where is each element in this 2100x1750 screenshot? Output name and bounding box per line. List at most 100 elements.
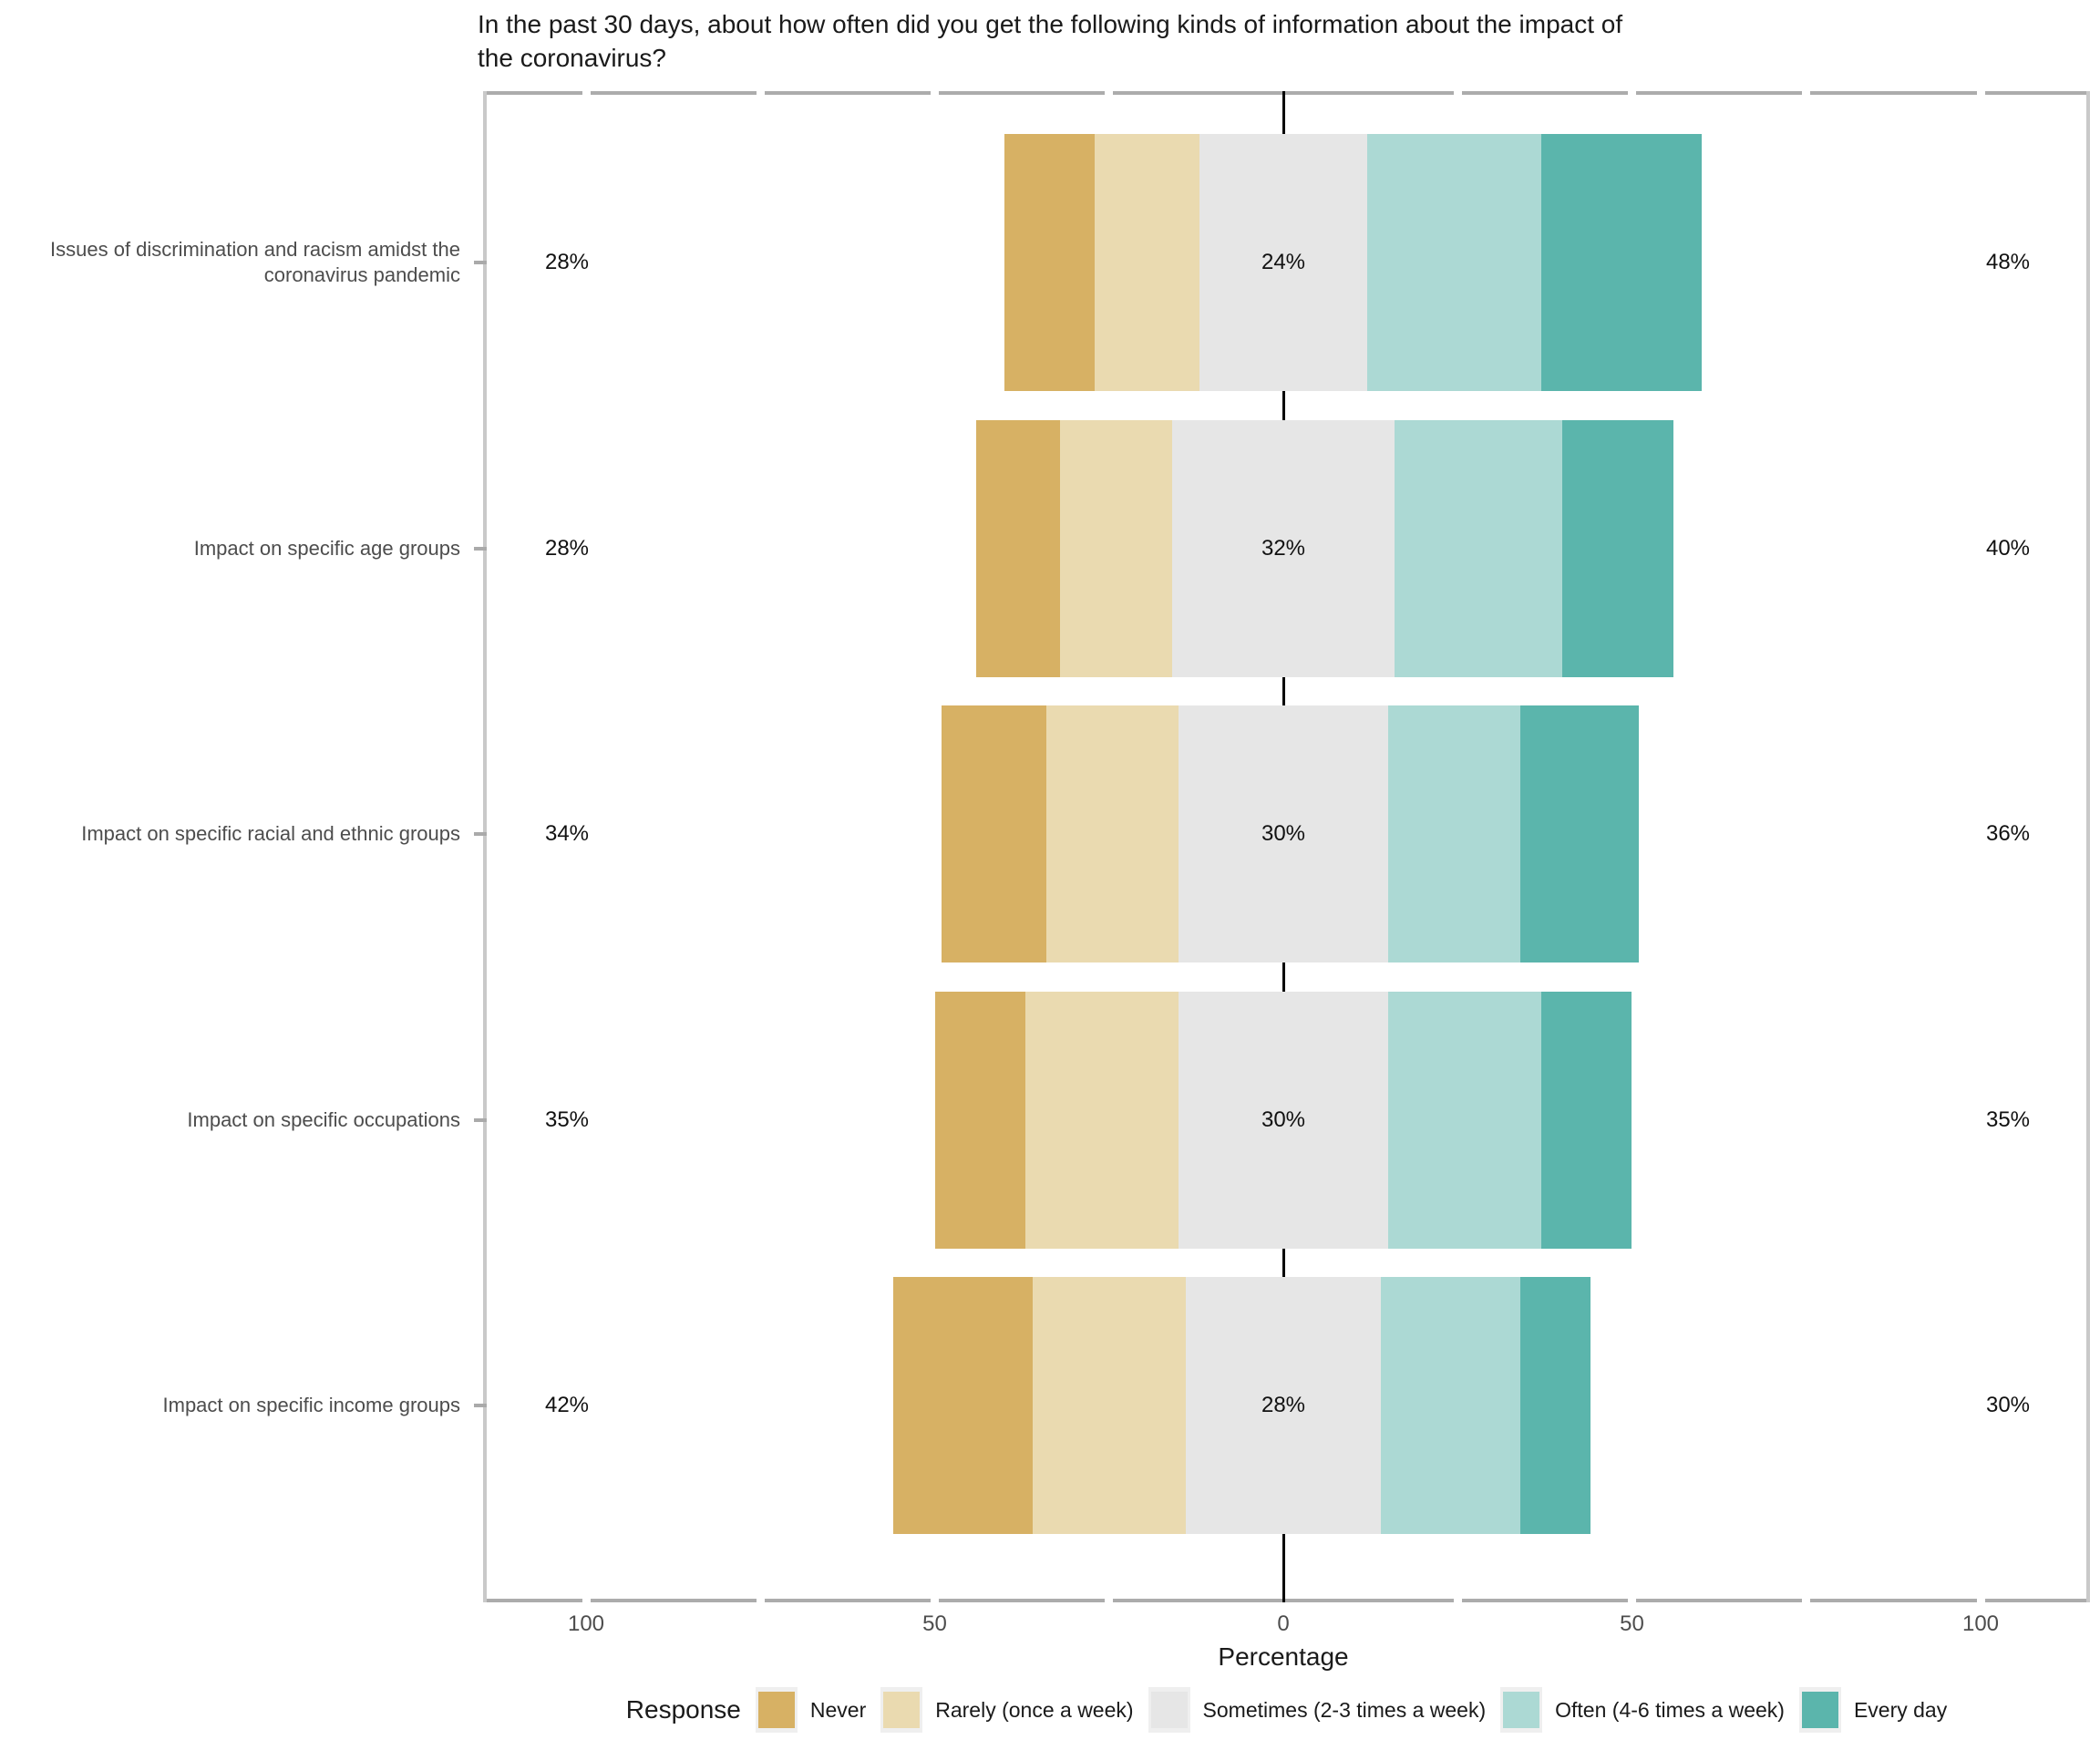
legend-item-never: Never bbox=[755, 1687, 867, 1733]
chart-title: In the past 30 days, about how often did… bbox=[478, 10, 1623, 72]
bar-segment-often-4-6-times-a-week bbox=[1387, 705, 1521, 962]
bar-segment-sometimes-2-3-times-a-week bbox=[1179, 992, 1388, 1249]
axis-tick-gap-bottom bbox=[1628, 1599, 1636, 1602]
bar-segment-every-day bbox=[1541, 134, 1702, 391]
bar-segment-rarely-once-a-week bbox=[1045, 705, 1179, 962]
bar-segment-every-day bbox=[1520, 1277, 1590, 1534]
legend-swatch-every-day bbox=[1801, 1692, 1838, 1728]
y-axis-tick bbox=[474, 1404, 487, 1407]
bar-segment-rarely-once-a-week bbox=[1095, 134, 1200, 391]
category-label-impact-on-specific-income-groups: Impact on specific income groups bbox=[162, 1394, 461, 1416]
left-percent-label: 35% bbox=[544, 1107, 590, 1132]
bar-segment-rarely-once-a-week bbox=[1060, 420, 1172, 677]
bar-segment-every-day bbox=[1562, 420, 1674, 677]
legend-key bbox=[1798, 1687, 1841, 1733]
right-percent-label: 48% bbox=[1985, 250, 2031, 274]
axis-tick-gap-top bbox=[1628, 91, 1636, 95]
bar-segment-often-4-6-times-a-week bbox=[1381, 1277, 1521, 1534]
legend-key bbox=[1148, 1687, 1190, 1733]
left-percent-label: 34% bbox=[544, 821, 590, 846]
axis-tick-gap-bottom bbox=[1453, 1599, 1462, 1602]
y-axis-tick bbox=[474, 547, 487, 551]
bar-segment-never bbox=[942, 705, 1046, 962]
right-percent-label: 36% bbox=[1985, 821, 2031, 846]
bar-segment-never bbox=[892, 1277, 1033, 1534]
center-percent-label: 30% bbox=[1261, 821, 1306, 846]
legend-key bbox=[880, 1687, 923, 1733]
legend-item-every-day: Every day bbox=[1798, 1687, 1948, 1733]
x-axis-title: Percentage bbox=[1218, 1642, 1349, 1671]
left-percent-label: 28% bbox=[544, 250, 590, 274]
x-tick-label: 50 bbox=[1620, 1611, 1644, 1636]
bar-segment-every-day bbox=[1541, 992, 1632, 1249]
right-percent-label: 40% bbox=[1985, 536, 2031, 561]
bar-segment-rarely-once-a-week bbox=[1024, 992, 1179, 1249]
left-percent-label: 42% bbox=[544, 1393, 590, 1417]
legend-key bbox=[755, 1687, 798, 1733]
legend-item-rarely-once-a-week: Rarely (once a week) bbox=[880, 1687, 1134, 1733]
y-axis-tick bbox=[474, 832, 487, 836]
axis-tick-gap-top bbox=[1976, 91, 1985, 95]
legend-item-sometimes-2-3-times-a-week: Sometimes (2-3 times a week) bbox=[1148, 1687, 1487, 1733]
legend-key bbox=[1500, 1687, 1543, 1733]
panel-border-right bbox=[2086, 91, 2090, 1602]
category-label-impact-on-specific-age-groups: Impact on specific age groups bbox=[193, 537, 460, 560]
axis-tick-gap-bottom bbox=[931, 1599, 939, 1602]
y-axis-tick bbox=[474, 1118, 487, 1122]
panel-border-left bbox=[483, 91, 487, 1602]
legend-item-often-4-6-times-a-week: Often (4-6 times a week) bbox=[1500, 1687, 1785, 1733]
panel-border-top bbox=[483, 91, 2090, 95]
bar-segment-often-4-6-times-a-week bbox=[1366, 134, 1542, 391]
bar-segment-often-4-6-times-a-week bbox=[1395, 420, 1562, 677]
bar-segment-sometimes-2-3-times-a-week bbox=[1179, 705, 1388, 962]
x-tick-label: 0 bbox=[1277, 1611, 1290, 1636]
center-percent-label: 32% bbox=[1261, 536, 1306, 561]
bar-segment-never bbox=[934, 992, 1025, 1249]
axis-tick-gap-top bbox=[931, 91, 939, 95]
category-label-impact-on-specific-occupations: Impact on specific occupations bbox=[187, 1108, 460, 1131]
center-percent-label: 28% bbox=[1261, 1393, 1306, 1417]
x-tick-label: 100 bbox=[1961, 1611, 2000, 1636]
center-percent-label: 30% bbox=[1261, 1107, 1306, 1132]
axis-tick-gap-top bbox=[756, 91, 765, 95]
legend-label: Sometimes (2-3 times a week) bbox=[1202, 1697, 1487, 1722]
legend-swatch-often-4-6-times-a-week bbox=[1503, 1692, 1540, 1728]
bar-segment-sometimes-2-3-times-a-week bbox=[1185, 1277, 1382, 1534]
bar-segment-rarely-once-a-week bbox=[1032, 1277, 1186, 1534]
bar-segment-sometimes-2-3-times-a-week bbox=[1199, 134, 1367, 391]
axis-tick-gap-top bbox=[582, 91, 591, 95]
legend-label: Often (4-6 times a week) bbox=[1555, 1697, 1785, 1722]
axis-tick-gap-top bbox=[1802, 91, 1811, 95]
axis-tick-gap-bottom bbox=[1802, 1599, 1811, 1602]
axis-tick-gap-bottom bbox=[756, 1599, 765, 1602]
legend-items: Never Rarely (once a week) Sometimes (2-3 … bbox=[755, 1687, 1948, 1733]
x-tick-label: 100 bbox=[567, 1611, 605, 1636]
axis-tick-gap-bottom bbox=[1105, 1599, 1114, 1602]
legend-label: Never bbox=[809, 1697, 867, 1722]
bar-segment-never bbox=[1004, 134, 1096, 391]
legend-title: Response bbox=[625, 1695, 741, 1724]
legend: Response Never Rarely (once a week) Someti… bbox=[483, 1684, 2090, 1735]
category-label-issues-of-discrimination-and-racism-amid: Issues of discrimination and racism amid… bbox=[50, 238, 460, 286]
legend-swatch-sometimes-2-3-times-a-week bbox=[1150, 1692, 1188, 1728]
y-axis-tick bbox=[474, 261, 487, 264]
legend-label: Every day bbox=[1853, 1697, 1948, 1722]
axis-tick-gap-top bbox=[1453, 91, 1462, 95]
legend-swatch-never bbox=[757, 1692, 795, 1728]
bar-segment-sometimes-2-3-times-a-week bbox=[1171, 420, 1395, 677]
legend-swatch-rarely-once-a-week bbox=[883, 1692, 921, 1728]
bar-segment-never bbox=[976, 420, 1061, 677]
right-percent-label: 30% bbox=[1985, 1393, 2031, 1417]
axis-tick-gap-bottom bbox=[1976, 1599, 1985, 1602]
right-percent-label: 35% bbox=[1985, 1107, 2031, 1132]
panel-border-bottom bbox=[483, 1599, 2090, 1602]
bar-segment-often-4-6-times-a-week bbox=[1387, 992, 1542, 1249]
plot-panel: 28% 24% 48% 28% 32% 40% 34% 30% 36% 35% 30% 35% 42% 2… bbox=[474, 91, 2090, 1602]
category-label-impact-on-specific-racial-and-ethnic-gro: Impact on specific racial and ethnic gro… bbox=[81, 822, 460, 845]
x-tick-label: 50 bbox=[922, 1611, 947, 1636]
legend-label: Rarely (once a week) bbox=[935, 1697, 1134, 1722]
left-percent-label: 28% bbox=[544, 536, 590, 561]
bar-segment-every-day bbox=[1520, 705, 1640, 962]
axis-tick-gap-top bbox=[1105, 91, 1114, 95]
center-percent-label: 24% bbox=[1261, 250, 1306, 274]
